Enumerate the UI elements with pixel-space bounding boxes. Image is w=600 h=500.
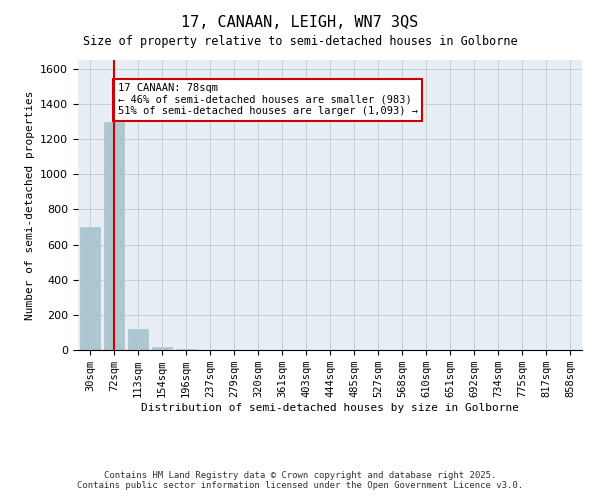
Bar <box>176 349 196 350</box>
Bar <box>152 348 172 350</box>
Bar <box>104 122 124 350</box>
Text: 17 CANAAN: 78sqm
← 46% of semi-detached houses are smaller (983)
51% of semi-det: 17 CANAAN: 78sqm ← 46% of semi-detached … <box>118 83 418 116</box>
Text: 17, CANAAN, LEIGH, WN7 3QS: 17, CANAAN, LEIGH, WN7 3QS <box>181 15 419 30</box>
X-axis label: Distribution of semi-detached houses by size in Golborne: Distribution of semi-detached houses by … <box>141 403 519 413</box>
Text: Size of property relative to semi-detached houses in Golborne: Size of property relative to semi-detach… <box>83 35 517 48</box>
Bar <box>80 227 100 350</box>
Bar <box>128 329 148 350</box>
Y-axis label: Number of semi-detached properties: Number of semi-detached properties <box>25 90 35 320</box>
Text: Contains HM Land Registry data © Crown copyright and database right 2025.
Contai: Contains HM Land Registry data © Crown c… <box>77 470 523 490</box>
